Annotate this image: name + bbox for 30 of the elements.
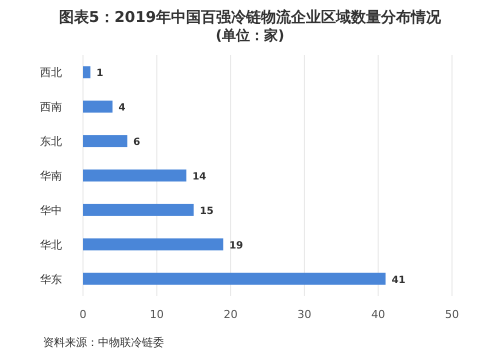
data-label: 14: [192, 172, 206, 182]
data-label: 4: [118, 102, 126, 114]
bar: [83, 100, 113, 113]
x-tick-label: 20: [224, 308, 238, 321]
y-tick-label: 西南: [40, 100, 62, 114]
y-tick-label: 华中: [40, 204, 62, 217]
bar: [83, 238, 224, 250]
x-tick-label: 0: [80, 308, 86, 321]
y-tick-label: 华南: [40, 170, 62, 182]
y-tick-label: 华东: [40, 272, 62, 286]
x-tick-label: 30: [297, 308, 312, 321]
text: 资料来源：中物联冷链委: [43, 336, 164, 349]
y-tick-label: 华北: [40, 238, 62, 252]
bar: [83, 135, 128, 148]
chart-title: 图表5：2019年中国百强冷链物流企业区域数量分布情况: [58, 8, 442, 26]
data-label: 15: [200, 206, 214, 217]
x-tick-label: 50: [445, 308, 459, 321]
bar: [83, 204, 194, 216]
x-tick-label: 10: [150, 308, 164, 321]
bar: [83, 272, 386, 285]
bar: [83, 170, 186, 182]
data-label: 41: [392, 274, 406, 286]
chart-subtitle: (单位：家): [216, 27, 284, 44]
bar: [83, 66, 90, 78]
x-tick-label: 40: [371, 308, 386, 321]
y-tick-label: 西北: [40, 66, 62, 80]
data-label: 19: [229, 240, 244, 252]
y-tick-label: 东北: [40, 135, 62, 148]
data-label: 1: [96, 68, 104, 80]
data-label: 6: [133, 137, 140, 148]
